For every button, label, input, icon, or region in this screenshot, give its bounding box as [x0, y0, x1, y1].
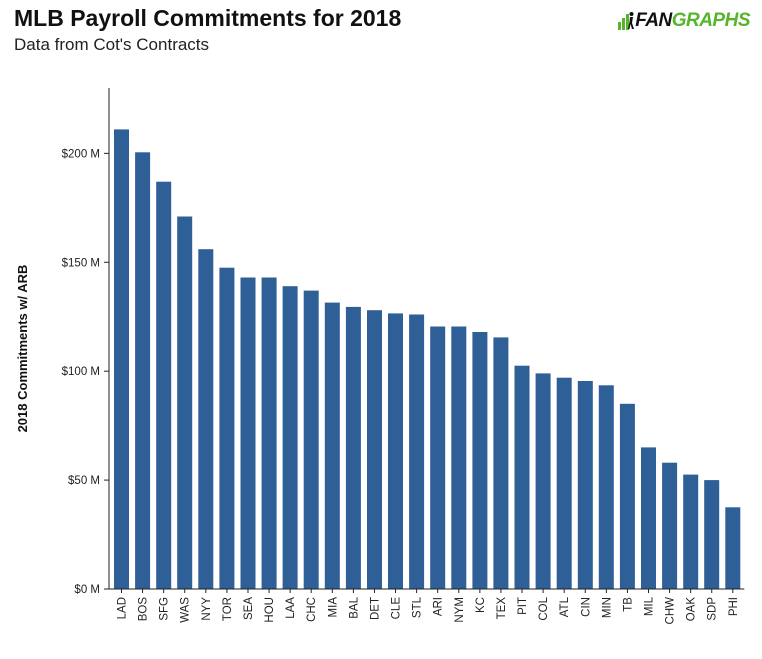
bar-ari [430, 326, 446, 589]
bar-chc [303, 290, 319, 589]
bar-kc [472, 332, 488, 589]
x-tick-label-sfg: SFG [159, 597, 171, 621]
y-tick-label: $50 M [68, 475, 100, 487]
fangraphs-logo-icon [617, 11, 635, 31]
bar-phi [725, 507, 741, 589]
chart-subtitle: Data from Cot's Contracts [14, 35, 210, 54]
bar-nyy [198, 249, 214, 589]
bar-col [535, 373, 551, 589]
bar-tor [219, 267, 235, 589]
bar-nym [451, 326, 467, 589]
x-tick-label-tb: TB [622, 597, 634, 612]
x-tick-label-kc: KC [475, 597, 487, 613]
bar-stl [409, 314, 425, 589]
x-tick-label-mil: MIL [644, 596, 656, 616]
x-tick-label-min: MIN [601, 597, 613, 618]
x-tick-label-col: COL [538, 596, 550, 620]
bar-mia [324, 302, 340, 589]
bar-hou [261, 277, 277, 589]
y-tick-label: $200 M [62, 148, 100, 160]
x-tick-label-sea: SEA [243, 597, 255, 620]
bar-bal [345, 306, 361, 589]
x-tick-label-det: DET [369, 597, 381, 620]
x-tick-label-tex: TEX [496, 597, 508, 620]
x-tick-label-tor: TOR [222, 597, 234, 621]
x-tick-label-nyy: NYY [201, 597, 213, 621]
x-tick-label-atl: ATL [559, 596, 571, 617]
bar-tb [619, 403, 635, 589]
bar-was [177, 216, 193, 589]
x-tick-label-phi: PHI [728, 597, 740, 616]
bar-cle [388, 313, 403, 589]
bar-oak [683, 474, 699, 589]
logo-text-fan: FAN [635, 10, 672, 31]
x-tick-label-stl: STL [412, 596, 424, 618]
fangraphs-logo[interactable]: FAN GRAPHS [617, 10, 751, 32]
x-tick-label-mia: MIA [327, 597, 339, 618]
x-tick-label-cle: CLE [391, 597, 403, 620]
x-tick-label-lad: LAD [117, 597, 129, 619]
x-tick-label-chc: CHC [306, 597, 318, 622]
bar-min [598, 385, 614, 589]
bar-lad [114, 129, 129, 589]
x-tick-label-sdp: SDP [707, 597, 719, 621]
x-axis: LAD BOS SFG WAS NYY TOR SEA HOU LAA CHC MIA BAL DET C… [109, 588, 745, 625]
bar-pit [514, 365, 530, 589]
bar-sea [240, 277, 256, 589]
x-tick-label-laa: LAA [285, 597, 297, 619]
x-tick-label-was: WAS [180, 597, 192, 623]
bar-tex [493, 337, 509, 589]
x-tick-label-cin: CIN [580, 597, 592, 617]
x-tick-label-hou: HOU [264, 597, 276, 623]
bar-mil [641, 447, 656, 589]
bar-sfg [156, 181, 172, 589]
bar-chw [662, 462, 678, 589]
x-tick-label-nym: NYM [454, 597, 466, 623]
logo-text-graphs: GRAPHS [671, 10, 751, 31]
y-tick-label: $100 M [62, 366, 100, 378]
bar-laa [282, 286, 298, 589]
y-tick-label: $150 M [62, 257, 100, 269]
y-axis: $0 M $50 M $100 M $150 M $200 M [62, 88, 110, 596]
y-axis-label: 2018 Commitments w/ ARB [15, 265, 30, 433]
bar-atl [556, 377, 572, 589]
bar-bos [135, 152, 151, 590]
x-tick-label-oak: OAK [686, 597, 698, 622]
x-tick-label-bal: BAL [348, 596, 360, 618]
x-tick-label-ari: ARI [433, 597, 445, 616]
x-tick-label-chw: CHW [665, 597, 677, 625]
chart-title: MLB Payroll Commitments for 2018 [14, 5, 402, 31]
x-tick-label-bos: BOS [138, 597, 150, 622]
bar-sdp [704, 480, 720, 589]
bar-cin [577, 381, 593, 589]
bars-group [114, 129, 741, 590]
x-tick-label-pit: PIT [517, 597, 529, 615]
bar-det [367, 310, 382, 589]
y-tick-label: $0 M [74, 584, 100, 596]
